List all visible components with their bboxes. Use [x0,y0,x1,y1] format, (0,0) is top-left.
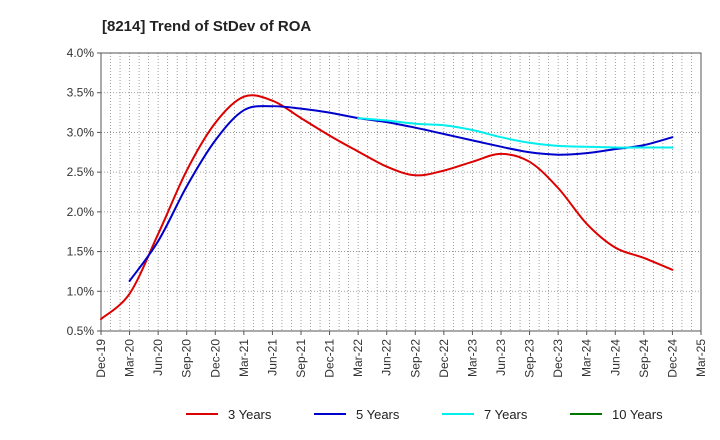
x-tick-label: Mar-23 [465,339,479,377]
x-tick-label: Mar-25 [694,339,708,377]
plot-area: 0.5% 1.0% 1.5% 2.0% 2.5% 3.0% 3.5% 4.0% Dec-19 Ma… [67,46,708,378]
y-tick-label: 3.5% [67,86,95,100]
legend-label-5-years: 5 Years [356,407,400,422]
y-tick-label: 0.5% [67,324,95,338]
x-tick-label: Mar-20 [123,339,137,377]
x-tick-label: Dec-24 [665,339,679,378]
x-tick-label: Mar-22 [351,339,365,377]
x-tick-label: Dec-22 [437,339,451,378]
x-tick-label: Sep-23 [523,339,537,378]
x-tick-label: Sep-24 [637,339,651,378]
plot-border [100,52,702,332]
series-line-5-years [128,105,674,282]
y-tick-label: 4.0% [67,46,95,60]
x-tick-label: Dec-21 [323,339,337,378]
x-tick-label: Sep-21 [294,339,308,378]
x-tick-label: Jun-22 [380,339,394,376]
x-tick-label: Sep-22 [408,339,422,378]
chart-title: [8214] Trend of StDev of ROA [102,18,311,35]
legend: 3 Years 5 Years 7 Years 10 Years [186,407,663,422]
legend-label-3-years: 3 Years [228,407,272,422]
x-tick-label: Jun-20 [151,339,165,376]
y-tick-label: 1.5% [67,245,95,259]
y-tick-label: 2.0% [67,205,95,219]
x-tick-label: Sep-20 [180,339,194,378]
y-tick-label: 1.0% [67,284,95,298]
series-line-7-years [357,117,674,149]
plot-background [101,53,701,331]
x-tick-label: Jun-21 [265,339,279,376]
x-tick-label: Mar-21 [237,339,251,377]
y-tick-label: 2.5% [67,165,95,179]
x-tick-label: Jun-23 [494,339,508,376]
x-tick-label: Jun-24 [608,339,622,376]
x-tick-label: Mar-24 [580,339,594,377]
legend-label-10-years: 10 Years [612,407,663,422]
x-tick-label: Dec-20 [208,339,222,378]
x-tick-label: Dec-19 [94,339,108,378]
series-line-3-years [100,94,674,321]
legend-label-7-years: 7 Years [484,407,528,422]
x-tick-label: Dec-23 [551,339,565,378]
y-tick-label: 3.0% [67,125,95,139]
